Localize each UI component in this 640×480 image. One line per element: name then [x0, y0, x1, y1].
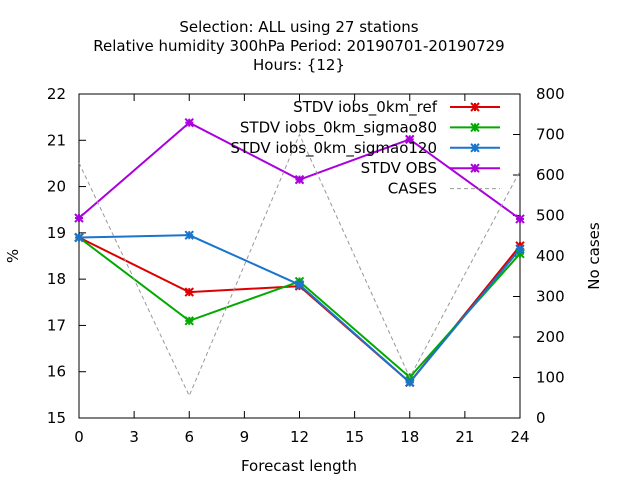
x-tick-label: 24 — [510, 428, 529, 446]
legend-item: CASES — [388, 180, 500, 198]
y-tick-label: 15 — [47, 409, 66, 427]
data-point — [74, 213, 84, 223]
series-stdv-iobs-0km-sigmao80 — [74, 232, 525, 382]
chart-title: Selection: ALL using 27 stations Relativ… — [93, 18, 504, 74]
y-tick-label: 16 — [47, 363, 66, 381]
series-stdv-obs — [74, 117, 525, 224]
y2-tick-label: 700 — [536, 126, 565, 144]
x-tick-label: 0 — [74, 428, 84, 446]
data-point — [470, 143, 480, 153]
y2-tick-label: 500 — [536, 207, 565, 225]
y2-tick-label: 100 — [536, 369, 565, 387]
legend-item: STDV iobs_0km_sigmao80 — [240, 118, 500, 137]
data-point — [515, 244, 525, 254]
series-line — [78, 234, 521, 384]
series-line — [78, 236, 521, 384]
data-point — [184, 316, 194, 326]
y-tick-label: 17 — [47, 316, 66, 334]
data-point — [470, 102, 480, 112]
x-axis-ticks: 0 3 6 9 12 15 18 21 24 — [74, 94, 530, 446]
data-point — [515, 214, 525, 224]
series-layer — [74, 117, 525, 397]
data-point — [470, 122, 480, 133]
legend-label: CASES — [388, 180, 437, 198]
legend-label: STDV iobs_0km_sigmao80 — [240, 118, 437, 137]
y-axis-label: % — [4, 249, 22, 263]
y-tick-label: 18 — [47, 270, 66, 288]
data-point — [294, 279, 305, 290]
y2-tick-label: 300 — [536, 288, 565, 306]
x-tick-label: 6 — [184, 428, 194, 446]
x-tick-label: 15 — [345, 428, 364, 446]
legend-label: STDV iobs_0km_ref — [293, 98, 438, 117]
title-line-3: Hours: {12} — [253, 56, 345, 74]
series-stdv-iobs-0km-ref — [74, 232, 525, 388]
y2-tick-label: 600 — [536, 166, 565, 184]
x-axis-label: Forecast length — [241, 457, 357, 475]
y2-tick-label: 400 — [536, 247, 565, 265]
y2-tick-label: 0 — [536, 409, 546, 427]
title-line-1: Selection: ALL using 27 stations — [179, 18, 418, 36]
x-tick-label: 12 — [290, 428, 309, 446]
y-axis-ticks: 15 16 17 18 19 20 21 22 — [47, 85, 86, 427]
x-tick-label: 21 — [455, 428, 474, 446]
y-tick-label: 21 — [47, 131, 66, 149]
y-tick-label: 19 — [47, 224, 66, 242]
legend-item: STDV iobs_0km_sigmao120 — [230, 139, 500, 158]
y2-tick-label: 800 — [536, 85, 565, 103]
data-point — [294, 174, 305, 185]
legend-item: STDV iobs_0km_ref — [293, 98, 500, 117]
y2-tick-label: 200 — [536, 328, 565, 346]
data-point — [405, 134, 415, 145]
series-stdv-iobs-0km-sigmao120 — [74, 230, 525, 388]
series-line — [78, 133, 521, 397]
series-line — [78, 236, 521, 379]
data-point — [470, 163, 480, 173]
series-line — [78, 121, 521, 220]
y2-axis-ticks: 0 100 200 300 400 500 600 700 800 — [513, 85, 565, 427]
legend-label: STDV OBS — [361, 159, 437, 177]
y-tick-label: 22 — [47, 85, 66, 103]
x-tick-label: 18 — [400, 428, 419, 446]
data-point — [405, 377, 415, 388]
y2-axis-label: No cases — [585, 222, 603, 290]
data-point — [184, 287, 194, 297]
x-tick-label: 9 — [240, 428, 250, 446]
data-point — [184, 117, 194, 128]
data-point — [74, 232, 84, 243]
series-cases — [78, 133, 521, 397]
y-tick-label: 20 — [47, 178, 66, 196]
legend-item: STDV OBS — [361, 159, 500, 177]
legend-label: STDV iobs_0km_sigmao120 — [230, 139, 437, 158]
title-line-2: Relative humidity 300hPa Period: 2019070… — [93, 37, 504, 55]
x-tick-label: 3 — [129, 428, 139, 446]
data-point — [184, 230, 194, 240]
